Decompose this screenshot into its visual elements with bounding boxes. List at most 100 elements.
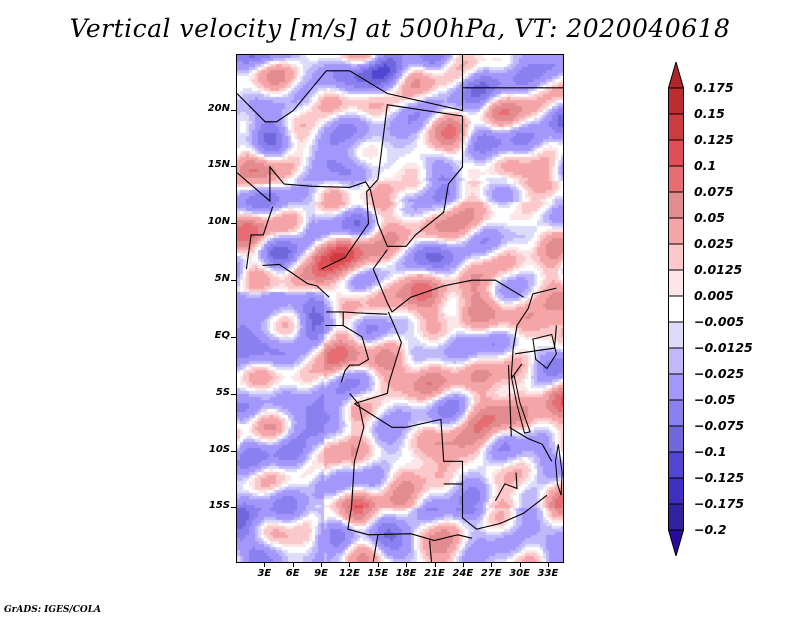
country-border [494, 472, 518, 502]
chart-title: Vertical velocity [m/s] at 500hPa, VT: 2… [69, 14, 731, 43]
country-border [349, 393, 360, 406]
country-border [237, 70, 350, 123]
colorbar-level-label: 0.15 [694, 106, 725, 121]
country-border [372, 534, 379, 562]
country-border [510, 363, 523, 380]
country-border [510, 287, 557, 377]
lon-tick-label: 27E [480, 568, 502, 579]
lat-tick-label: 10S [208, 443, 230, 455]
lon-tick-label: 30E [509, 568, 530, 579]
colorbar-level-label: −0.2 [694, 522, 727, 537]
country-border [262, 263, 330, 298]
lon-tick-label: 15E [367, 568, 389, 579]
colorbar-level-label: 0.125 [694, 132, 734, 147]
lon-tick-mark [292, 563, 294, 567]
lat-tick-label: EQ [214, 329, 230, 341]
country-border [321, 104, 463, 270]
country-border [515, 325, 557, 355]
colorbar-level-label: 0.0125 [694, 262, 743, 277]
country-border [349, 55, 464, 112]
colorbar-segment [668, 295, 684, 323]
colorbar-segment [668, 451, 684, 479]
map-plot-area [236, 54, 564, 563]
colorbar-level-label: −0.025 [694, 366, 745, 381]
lat-tick-label: 20N [207, 102, 230, 114]
lat-tick-label: 10N [207, 216, 230, 228]
colorbar-segment [668, 399, 684, 427]
lon-tick-mark [519, 563, 521, 567]
lat-tick-label: 15N [207, 159, 230, 171]
grads-credit: GrADS: IGES/COLA [4, 605, 102, 615]
lon-tick-mark [321, 563, 323, 567]
colorbar-level-label: −0.0125 [694, 340, 753, 355]
colorbar-segment [668, 113, 684, 141]
colorbar-level-label: −0.05 [694, 392, 736, 407]
colorbar-segment [668, 139, 684, 167]
colorbar-segment [668, 321, 684, 349]
colorbar-lower-extension [668, 529, 684, 556]
colorbar-segment [668, 243, 684, 271]
lake-outline [532, 333, 557, 370]
lon-tick-mark [377, 563, 379, 567]
colorbar-segment [668, 347, 684, 375]
colorbar-segment [668, 217, 684, 245]
colorbar-segment [668, 269, 684, 297]
lon-tick-mark [434, 563, 436, 567]
lon-tick-mark [264, 563, 266, 567]
colorbar-level-label: 0.005 [694, 288, 734, 303]
lon-tick-label: 9E [314, 568, 328, 579]
lat-tick-label: 15S [208, 500, 230, 512]
colorbar-segment [668, 425, 684, 453]
country-border [237, 165, 379, 224]
country-border [372, 268, 524, 313]
colorbar-segment [668, 87, 684, 115]
lon-tick-label: 18E [395, 568, 417, 579]
lat-tick-mark [231, 109, 236, 111]
country-border [326, 311, 388, 315]
colorbar-level-label: 0.05 [694, 210, 725, 225]
lon-tick-mark [349, 563, 351, 567]
lon-tick-label: 3E [257, 568, 272, 579]
lon-tick-mark [462, 563, 464, 567]
country-border [443, 483, 548, 530]
lake-outline [554, 444, 563, 496]
lake-outline [510, 374, 531, 434]
country-borders [237, 55, 563, 562]
colorbar-segment [668, 191, 684, 219]
colorbar-segment [668, 165, 684, 193]
colorbar-segment [668, 503, 684, 531]
colorbar-level-label: 0.175 [694, 80, 734, 95]
country-border [354, 311, 402, 405]
colorbar-level-label: 0.1 [694, 158, 717, 173]
lon-tick-label: 33E [537, 568, 559, 579]
country-border [507, 365, 512, 437]
colorbar-level-label: 0.075 [694, 184, 734, 199]
lon-tick-mark [406, 563, 408, 567]
lat-tick-mark [231, 507, 236, 509]
country-border [245, 206, 274, 269]
colorbar-level-label: −0.125 [694, 470, 745, 485]
colorbar-segment [668, 373, 684, 401]
lon-tick-label: 24E [452, 568, 474, 579]
colorbar-segment [668, 477, 684, 505]
lon-tick-label: 6E [285, 568, 300, 579]
lat-tick-mark [231, 223, 236, 225]
colorbar-level-label: −0.075 [694, 418, 745, 433]
colorbar-level-label: 0.025 [694, 236, 734, 251]
country-border [509, 426, 553, 462]
country-border [340, 325, 370, 383]
lon-tick-mark [547, 563, 549, 567]
country-border [325, 311, 344, 327]
lon-tick-label: 12E [339, 568, 360, 579]
lon-tick-mark [491, 563, 493, 567]
country-border [429, 540, 433, 562]
colorbar-upper-extension [668, 62, 684, 89]
lat-tick-mark [231, 280, 236, 282]
lat-tick-mark [231, 450, 236, 452]
country-border [354, 403, 464, 484]
lat-tick-mark [231, 166, 236, 168]
colorbar-level-label: −0.1 [694, 444, 727, 459]
colorbar-level-label: −0.175 [694, 496, 745, 511]
country-border [377, 116, 464, 247]
colorbar [668, 62, 684, 556]
